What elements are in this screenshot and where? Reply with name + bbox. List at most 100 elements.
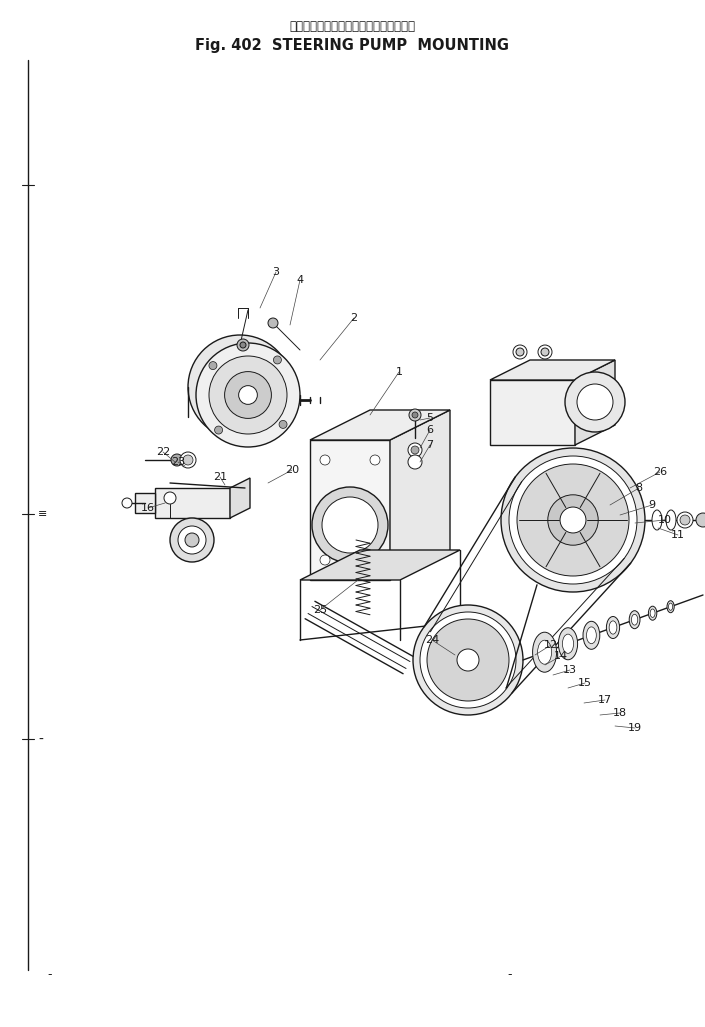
Circle shape: [408, 443, 422, 457]
Text: -: -: [48, 968, 52, 982]
Ellipse shape: [649, 606, 657, 620]
Circle shape: [408, 455, 422, 469]
Text: 15: 15: [578, 678, 592, 688]
Circle shape: [164, 492, 176, 504]
Circle shape: [517, 464, 629, 576]
Circle shape: [322, 497, 378, 553]
Text: ステアリング　ポンプ　マウンティング: ステアリング ポンプ マウンティング: [289, 20, 415, 33]
Circle shape: [279, 420, 287, 428]
Ellipse shape: [532, 633, 557, 673]
Text: 17: 17: [598, 695, 612, 705]
Text: 16: 16: [141, 503, 155, 514]
Text: 6: 6: [427, 425, 434, 435]
Ellipse shape: [652, 510, 662, 530]
Circle shape: [409, 409, 421, 421]
Circle shape: [513, 345, 527, 359]
Text: -: -: [508, 968, 513, 982]
Polygon shape: [230, 478, 250, 518]
Ellipse shape: [563, 634, 574, 653]
Ellipse shape: [668, 603, 673, 610]
Circle shape: [238, 386, 257, 405]
Circle shape: [185, 533, 199, 547]
Polygon shape: [310, 440, 390, 580]
Circle shape: [541, 348, 549, 356]
Text: 1: 1: [396, 367, 403, 377]
Text: 19: 19: [628, 723, 642, 733]
Circle shape: [188, 335, 292, 439]
Circle shape: [516, 348, 524, 356]
Text: 2: 2: [350, 313, 357, 324]
Circle shape: [696, 514, 705, 527]
Circle shape: [320, 555, 330, 565]
Circle shape: [501, 448, 645, 592]
Text: 24: 24: [425, 635, 439, 645]
Text: 26: 26: [653, 467, 667, 477]
Circle shape: [183, 455, 193, 465]
Text: 4: 4: [296, 275, 304, 286]
Circle shape: [548, 495, 599, 545]
Text: 10: 10: [658, 515, 672, 525]
Ellipse shape: [606, 616, 620, 639]
Polygon shape: [310, 410, 450, 440]
Circle shape: [214, 426, 223, 434]
Ellipse shape: [632, 614, 638, 625]
Circle shape: [538, 345, 552, 359]
Circle shape: [420, 612, 516, 708]
Ellipse shape: [666, 510, 676, 530]
Text: 18: 18: [613, 708, 627, 718]
Text: 12: 12: [544, 640, 558, 650]
Text: 22: 22: [156, 447, 170, 457]
Text: 25: 25: [313, 605, 327, 615]
Circle shape: [240, 342, 246, 348]
Circle shape: [171, 454, 183, 466]
Text: 20: 20: [285, 465, 299, 476]
Circle shape: [565, 372, 625, 432]
Text: 11: 11: [671, 530, 685, 540]
Ellipse shape: [538, 640, 551, 664]
Circle shape: [680, 515, 690, 525]
Text: 21: 21: [213, 472, 227, 482]
Circle shape: [196, 343, 300, 447]
Circle shape: [411, 446, 419, 454]
Circle shape: [237, 339, 249, 351]
Text: 7: 7: [427, 440, 434, 450]
Ellipse shape: [667, 601, 674, 613]
Ellipse shape: [629, 611, 640, 629]
Polygon shape: [300, 550, 460, 580]
Ellipse shape: [583, 621, 600, 649]
Circle shape: [370, 455, 380, 465]
Polygon shape: [155, 488, 230, 518]
Circle shape: [122, 498, 132, 508]
Circle shape: [274, 356, 281, 364]
Circle shape: [209, 362, 217, 370]
Polygon shape: [490, 380, 575, 445]
Text: 23: 23: [171, 457, 185, 467]
Polygon shape: [490, 360, 615, 380]
Ellipse shape: [609, 621, 617, 634]
Ellipse shape: [650, 609, 655, 617]
Ellipse shape: [587, 626, 596, 644]
Circle shape: [178, 526, 206, 554]
Circle shape: [509, 456, 637, 584]
Circle shape: [457, 649, 479, 671]
Circle shape: [225, 372, 271, 418]
Circle shape: [413, 605, 523, 715]
Text: 3: 3: [273, 267, 279, 277]
Polygon shape: [390, 410, 450, 580]
Text: 5: 5: [427, 413, 434, 423]
Circle shape: [412, 412, 418, 418]
Circle shape: [209, 356, 287, 434]
Circle shape: [268, 318, 278, 328]
Circle shape: [170, 518, 214, 562]
Text: ≡: ≡: [38, 508, 47, 519]
Polygon shape: [135, 493, 155, 514]
Ellipse shape: [558, 627, 577, 659]
Text: 13: 13: [563, 665, 577, 675]
Text: 9: 9: [649, 500, 656, 510]
Text: 8: 8: [635, 483, 642, 493]
Text: Fig. 402  STEERING PUMP  MOUNTING: Fig. 402 STEERING PUMP MOUNTING: [195, 38, 509, 53]
Circle shape: [677, 512, 693, 528]
Circle shape: [320, 455, 330, 465]
Text: -: -: [38, 732, 43, 747]
Polygon shape: [575, 360, 615, 445]
